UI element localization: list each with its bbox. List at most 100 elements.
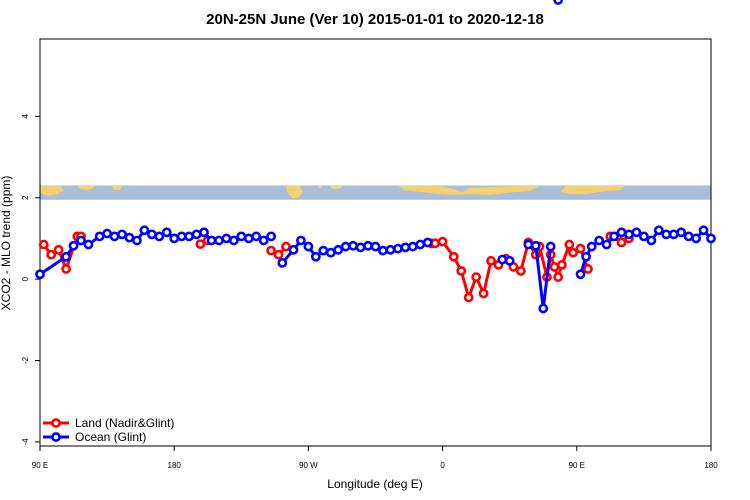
series-land	[38, 231, 634, 303]
ocean-data-point	[184, 231, 195, 242]
land-data-point	[471, 272, 482, 282]
ocean-data-point	[266, 231, 277, 242]
series-layer	[35, 0, 716, 314]
ocean-data-point	[575, 269, 586, 280]
ocean-data-point	[609, 231, 619, 242]
y-tick-label: 0	[21, 276, 30, 281]
land-data-point	[195, 239, 206, 250]
ocean-data-point	[691, 233, 701, 244]
ocean-data-point	[206, 235, 217, 246]
map-land-6	[398, 186, 540, 195]
ocean-data-point	[303, 241, 314, 252]
land-data-point	[549, 262, 560, 272]
land-data-point	[273, 249, 284, 260]
ocean-data-point	[400, 242, 411, 253]
ocean-data-point	[236, 231, 247, 242]
ocean-data-point	[132, 235, 142, 246]
ocean-data-point	[553, 0, 564, 5]
world-map-strip	[40, 185, 711, 200]
ocean-data-point	[117, 229, 127, 240]
ocean-data-point	[407, 241, 418, 252]
map-land-0	[40, 186, 64, 196]
ocean-data-point	[61, 251, 71, 262]
ocean-data-point	[363, 240, 373, 251]
ocean-data-point	[538, 303, 549, 314]
ocean-data-point	[169, 233, 180, 244]
x-axis: 90 E 180 90 W 0 90 E 180	[32, 446, 718, 470]
ocean-data-point	[139, 225, 150, 236]
ocean-data-point	[631, 227, 642, 238]
y-tick-label: -4	[21, 438, 30, 446]
ocean-data-point	[683, 231, 694, 242]
ocean-data-point	[422, 237, 433, 248]
ocean-data-point	[94, 231, 105, 242]
ocean-data-point	[325, 247, 336, 258]
x-tick-label: 180	[168, 461, 182, 470]
ocean-data-point	[214, 235, 224, 246]
ocean-data-point	[698, 225, 709, 236]
y-tick-label: -2	[21, 356, 30, 364]
legend-ocean-swatch-marker	[51, 432, 61, 442]
ocean-data-point	[318, 245, 329, 256]
land-data-point	[583, 264, 593, 274]
map-ocean	[40, 185, 711, 200]
ocean-data-point	[199, 227, 209, 238]
legend: Land (Nadir&Glint) Ocean (Glint)	[43, 416, 174, 444]
ocean-data-point	[653, 225, 664, 236]
land-data-point	[564, 239, 575, 250]
ocean-data-point	[504, 255, 515, 266]
ocean-data-point	[601, 239, 612, 250]
ocean-data-point	[76, 235, 86, 246]
y-axis: -4 -2 0 2 4	[21, 114, 40, 446]
ocean-data-point	[415, 239, 426, 250]
ocean-data-point	[370, 241, 381, 252]
ocean-data-point	[497, 254, 508, 265]
land-data-point	[61, 264, 71, 274]
ocean-data-point	[581, 251, 592, 262]
map-land-2	[112, 186, 122, 190]
land-data-point	[486, 255, 496, 266]
ocean-data-point	[228, 235, 239, 246]
ocean-data-point	[706, 233, 716, 244]
x-tick-label: 90 W	[299, 461, 318, 470]
ocean-data-point	[258, 235, 269, 246]
map-land-3	[286, 186, 303, 198]
x-tick-label: 90 E	[32, 461, 48, 470]
y-tick-label: 4	[21, 114, 30, 119]
ocean-data-point	[594, 235, 605, 246]
x-tick-label: 0	[440, 461, 445, 470]
ocean-data-point	[68, 240, 79, 251]
ocean-data-point	[616, 227, 627, 238]
ocean-data-point	[385, 244, 396, 255]
land-data-point	[53, 244, 64, 255]
ocean-data-point	[109, 231, 120, 242]
ocean-data-point	[668, 229, 679, 240]
ocean-data-point	[310, 251, 321, 262]
ocean-data-point	[530, 240, 541, 251]
ocean-data-point	[35, 269, 45, 280]
ocean-data-point	[221, 233, 232, 244]
legend-ocean-label: Ocean (Glint)	[75, 430, 146, 444]
land-data-point	[38, 239, 49, 250]
x-tick-label: 180	[704, 461, 718, 470]
y-tick-label: 2	[21, 195, 30, 200]
ocean-data-point	[191, 229, 202, 240]
land-data-point	[430, 238, 441, 249]
ocean-data-point	[348, 240, 359, 251]
ocean-data-point	[676, 227, 687, 238]
land-data-point	[553, 272, 564, 282]
ocean-data-point	[624, 229, 634, 240]
land-data-point	[478, 288, 489, 299]
map-land-4	[318, 186, 322, 189]
ocean-data-point	[154, 231, 165, 242]
ocean-data-point	[639, 231, 649, 242]
ocean-data-point	[392, 243, 403, 254]
x-axis-label: Longitude (deg E)	[327, 477, 422, 491]
ocean-data-point	[251, 231, 262, 242]
y-axis-label: XCO2 - MLO trend (ppm)	[0, 176, 13, 311]
map-land-1	[78, 186, 95, 190]
ocean-data-point	[340, 241, 351, 252]
ocean-data-point	[83, 239, 94, 250]
land-data-point	[448, 251, 459, 262]
